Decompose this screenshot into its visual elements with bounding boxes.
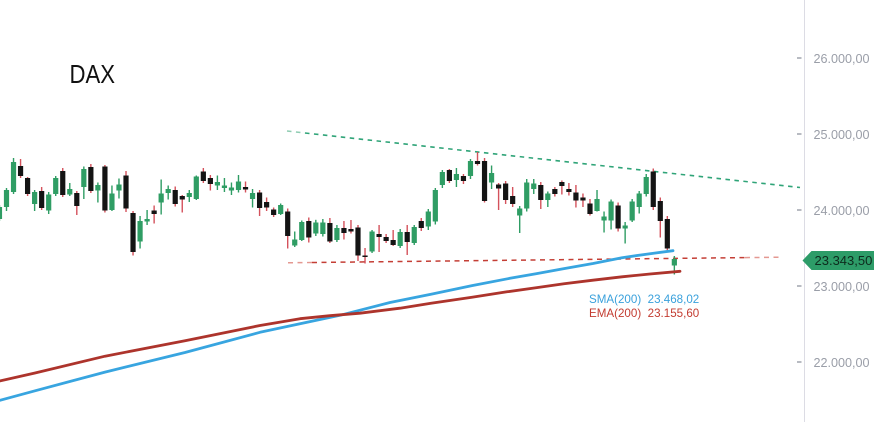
svg-text:25.000,00: 25.000,00 xyxy=(814,128,870,142)
svg-text:26.000,00: 26.000,00 xyxy=(814,52,870,66)
svg-text:EMA(200) 23.155,60: EMA(200) 23.155,60 xyxy=(589,307,699,320)
svg-text:23.000,00: 23.000,00 xyxy=(814,280,870,294)
svg-text:24.000,00: 24.000,00 xyxy=(814,204,870,218)
svg-text:DAX: DAX xyxy=(70,61,116,89)
svg-text:SMA(200) 23.468,02: SMA(200) 23.468,02 xyxy=(589,293,699,306)
svg-text:22.000,00: 22.000,00 xyxy=(814,356,870,370)
svg-text:23.343,50: 23.343,50 xyxy=(815,253,873,268)
